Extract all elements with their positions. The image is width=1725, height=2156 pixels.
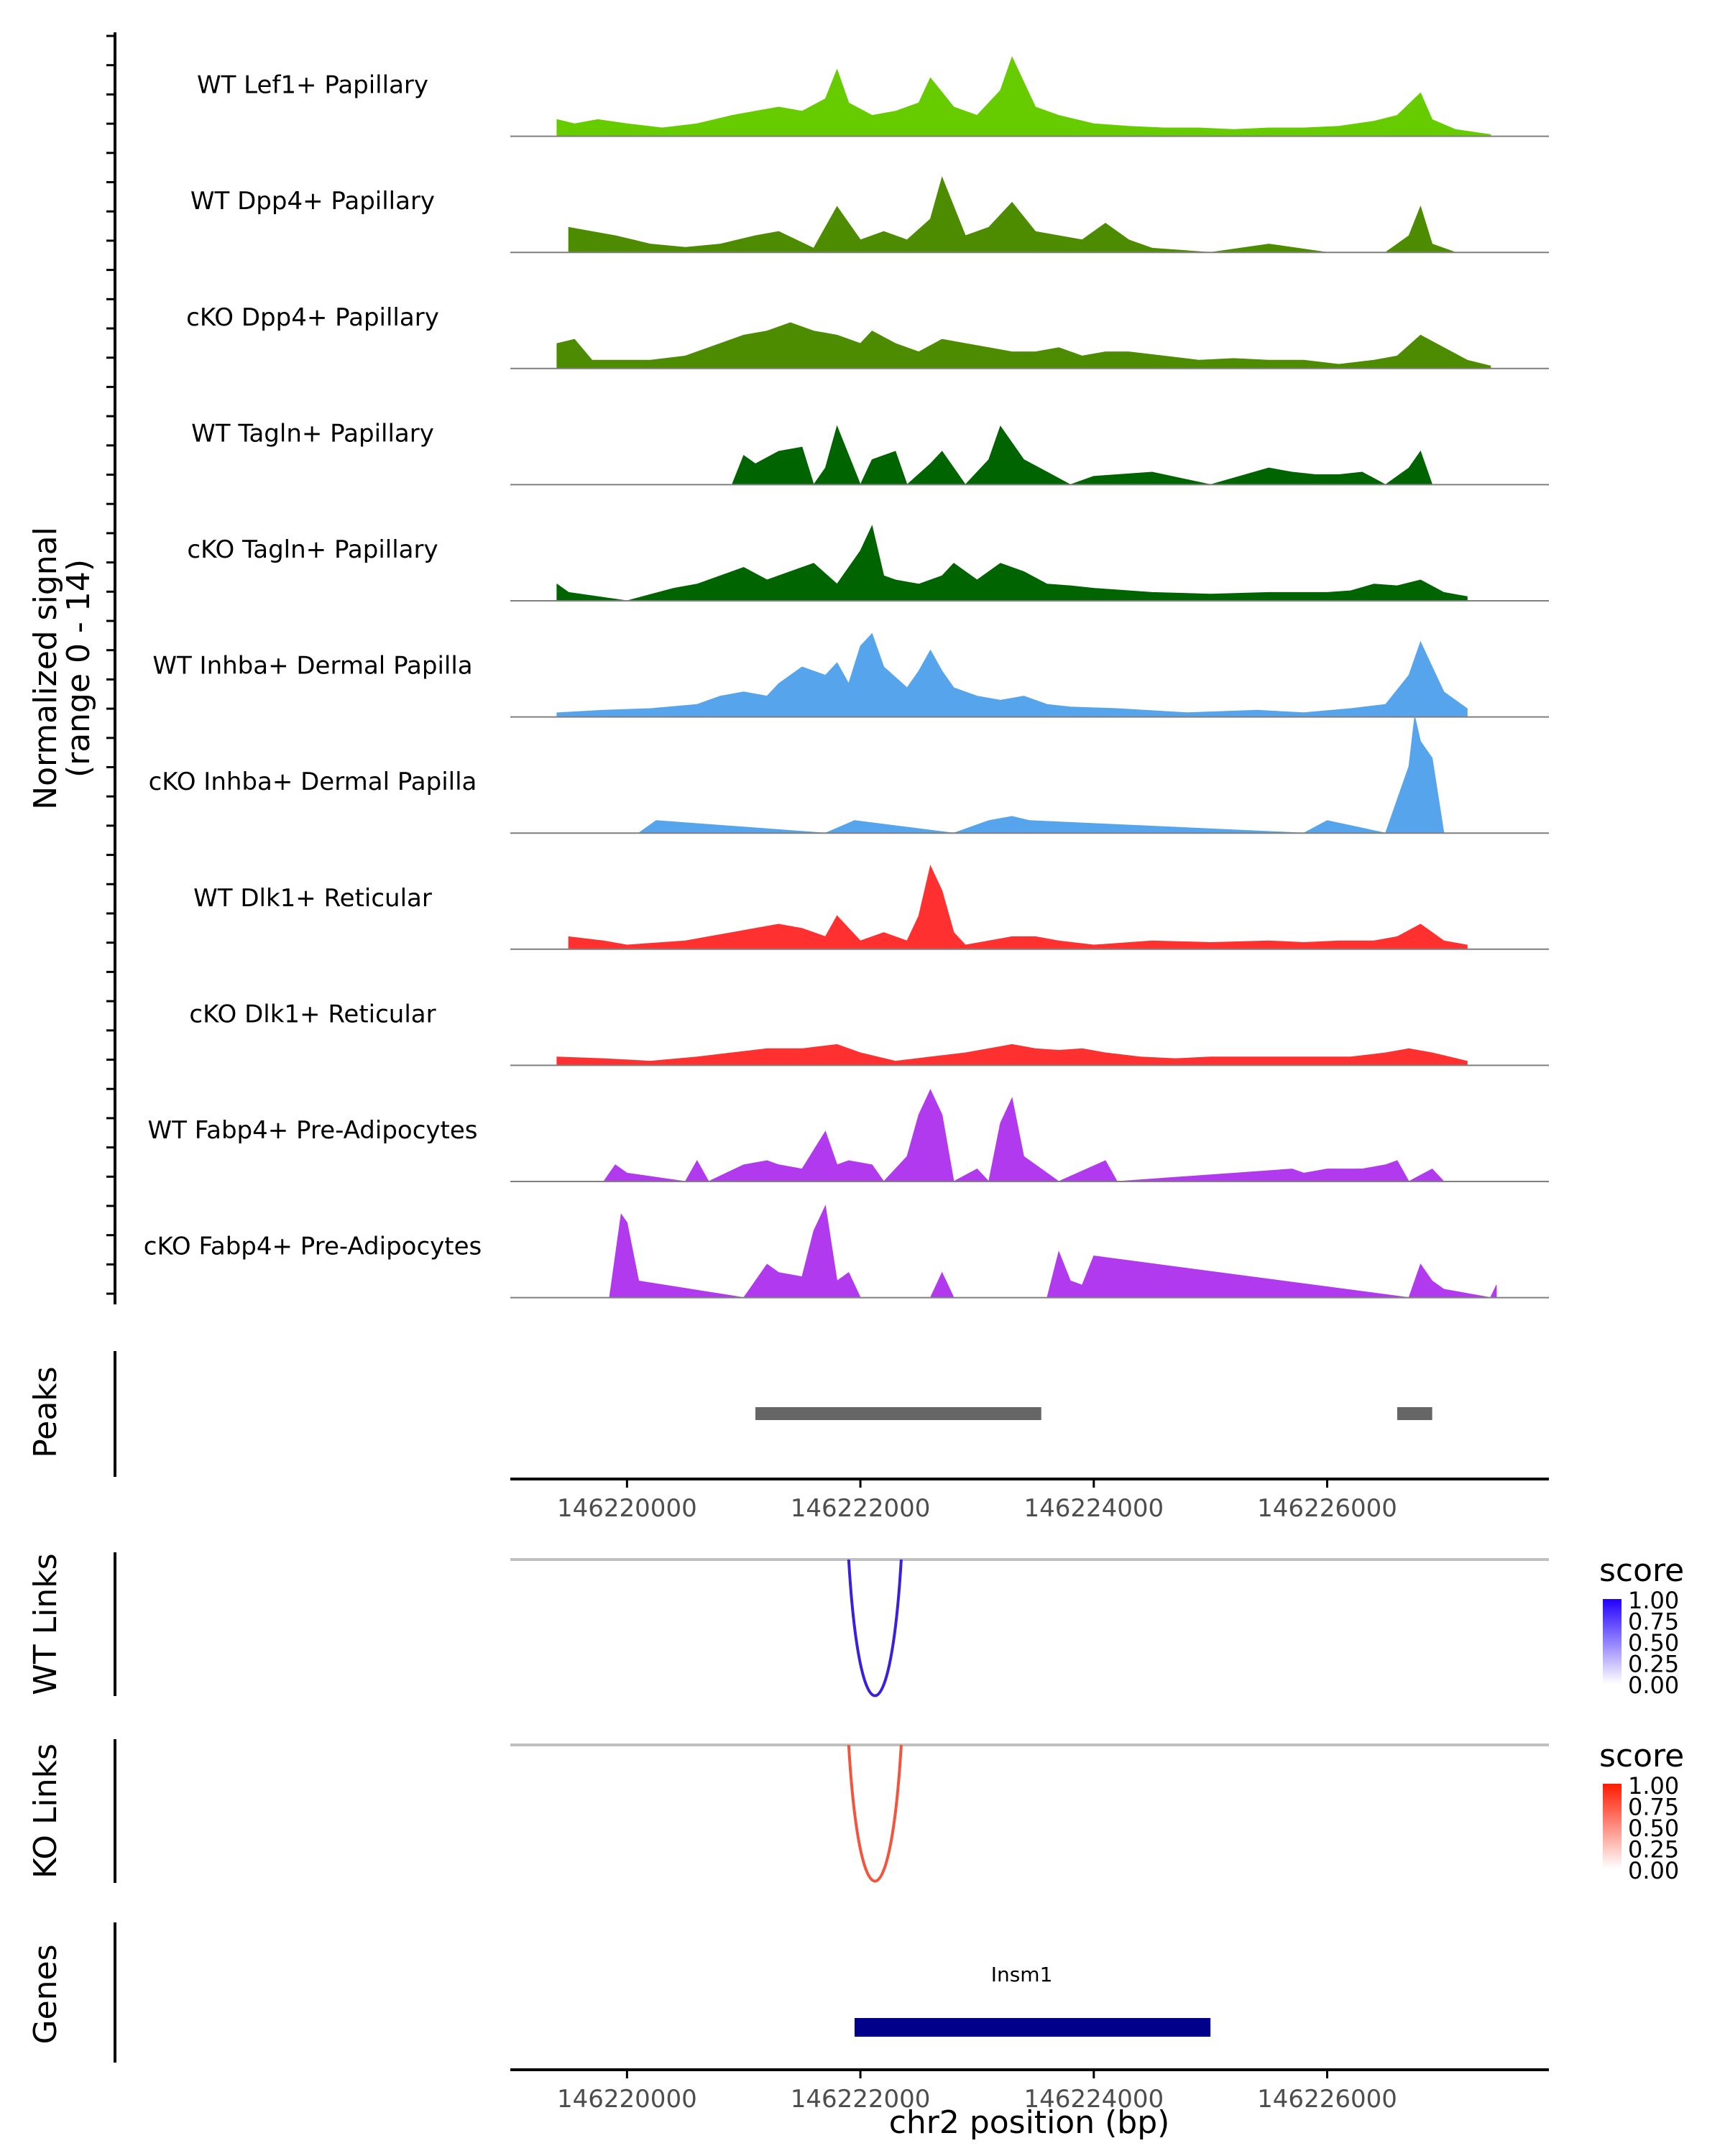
track-area [556, 1044, 1468, 1066]
coverage-ylabel-line1: Normalized signal [27, 527, 64, 810]
peak-bar [1397, 1407, 1432, 1420]
genes-x-axis: 146220000 146222000 146224000 146226000 [557, 2070, 1397, 2114]
gene-body [854, 2018, 1211, 2037]
track-label: cKO Fabp4+ Pre-Adipocytes [144, 1233, 482, 1261]
track-area [556, 632, 1468, 718]
legend-tick-label: 0.50 [1628, 1815, 1679, 1842]
genes-track: Insm1 [854, 1963, 1211, 2037]
track-area [602, 1089, 1445, 1183]
track-label: WT Lef1+ Papillary [197, 71, 428, 100]
wt-legend-title: score [1599, 1552, 1684, 1589]
track-9: cKO Dlk1+ Reticular [189, 1000, 1549, 1067]
track-2: WT Dpp4+ Papillary [190, 176, 1549, 254]
wt-legend-colorbar [1603, 1599, 1622, 1684]
track-8: WT Dlk1+ Reticular [193, 865, 1549, 950]
track-area [568, 176, 1456, 253]
ko-legend-ticks: 1.000.750.500.250.00 [1628, 1772, 1679, 1884]
legend-tick-label: 1.00 [1628, 1772, 1679, 1800]
x-tick-label: 146224000 [1024, 1494, 1164, 1523]
track-4: WT Tagln+ Papillary [191, 419, 1549, 486]
x-tick-label: 146226000 [1257, 2085, 1397, 2114]
ko-legend-colorbar [1603, 1784, 1622, 1869]
x-tick-label: 146222000 [791, 1494, 931, 1523]
track-label: WT Tagln+ Papillary [191, 419, 434, 448]
track-label: WT Dlk1+ Reticular [193, 884, 432, 913]
peaks-x-axis: 146220000 146222000 146224000 146226000 [557, 1479, 1397, 1523]
coverage-ylabel-line2: (range 0 - 14) [60, 559, 97, 778]
legend-tick-label: 0.00 [1628, 1857, 1679, 1884]
legend-tick-label: 0.00 [1628, 1672, 1679, 1699]
track-area [556, 56, 1491, 137]
wt-links-ylabel: WT Links [27, 1553, 64, 1695]
track-label: cKO Inhba+ Dermal Papilla [149, 768, 477, 796]
peak-bar [755, 1407, 1041, 1420]
ko-legend-title: score [1599, 1738, 1684, 1774]
track-area [563, 716, 1445, 834]
genes-ylabel: Genes [27, 1944, 64, 2044]
track-label: cKO Dpp4+ Papillary [186, 303, 439, 332]
track-6: WT Inhba+ Dermal Papilla [152, 632, 1549, 718]
track-label: WT Inhba+ Dermal Papilla [152, 652, 472, 681]
track-5: cKO Tagln+ Papillary [187, 525, 1549, 602]
x-axis-title: chr2 position (bp) [889, 2104, 1170, 2141]
ko-links-ylabel: KO Links [27, 1743, 64, 1879]
x-tick-label: 146224000 [1024, 2085, 1164, 2114]
track-1: WT Lef1+ Papillary [197, 56, 1549, 137]
x-tick-label: 146220000 [557, 2085, 697, 2114]
x-tick-label: 146220000 [557, 1494, 697, 1523]
track-11: cKO Fabp4+ Pre-Adipocytes [144, 1204, 1549, 1299]
legend-tick-label: 0.50 [1628, 1629, 1679, 1657]
coverage-y-axis [106, 32, 116, 1304]
peaks-ylabel: Peaks [27, 1366, 64, 1457]
legend-tick-label: 0.25 [1628, 1651, 1679, 1678]
peaks-track [755, 1407, 1432, 1420]
track-3: cKO Dpp4+ Papillary [186, 303, 1549, 369]
legend-tick-label: 1.00 [1628, 1587, 1679, 1614]
track-label: cKO Tagln+ Papillary [187, 535, 438, 564]
track-10: WT Fabp4+ Pre-Adipocytes [148, 1089, 1549, 1183]
legend-tick-label: 0.75 [1628, 1794, 1679, 1821]
coverage-tracks: WT Lef1+ Papillary WT Dpp4+ Papillary cKO … [144, 56, 1549, 1299]
track-area [556, 322, 1491, 369]
track-label: WT Dpp4+ Papillary [190, 187, 435, 216]
track-area [731, 425, 1433, 486]
track-area [609, 1204, 1497, 1299]
track-label: WT Fabp4+ Pre-Adipocytes [148, 1116, 478, 1145]
gene-label: Insm1 [991, 1963, 1053, 1986]
track-area [556, 525, 1468, 602]
ko-link-arc [847, 1744, 903, 1883]
track-7: cKO Inhba+ Dermal Papilla [149, 716, 1549, 834]
track-area [568, 865, 1468, 950]
legend-tick-label: 0.25 [1628, 1836, 1679, 1864]
track-label: cKO Dlk1+ Reticular [189, 1000, 436, 1028]
x-tick-label: 146226000 [1257, 1494, 1397, 1523]
legend-tick-label: 0.75 [1628, 1608, 1679, 1636]
wt-link-arc [847, 1559, 903, 1697]
coverage-axis-ticks [106, 34, 115, 1295]
x-tick-label: 146222000 [791, 2085, 931, 2114]
wt-legend-ticks: 1.000.750.500.250.00 [1628, 1587, 1679, 1699]
